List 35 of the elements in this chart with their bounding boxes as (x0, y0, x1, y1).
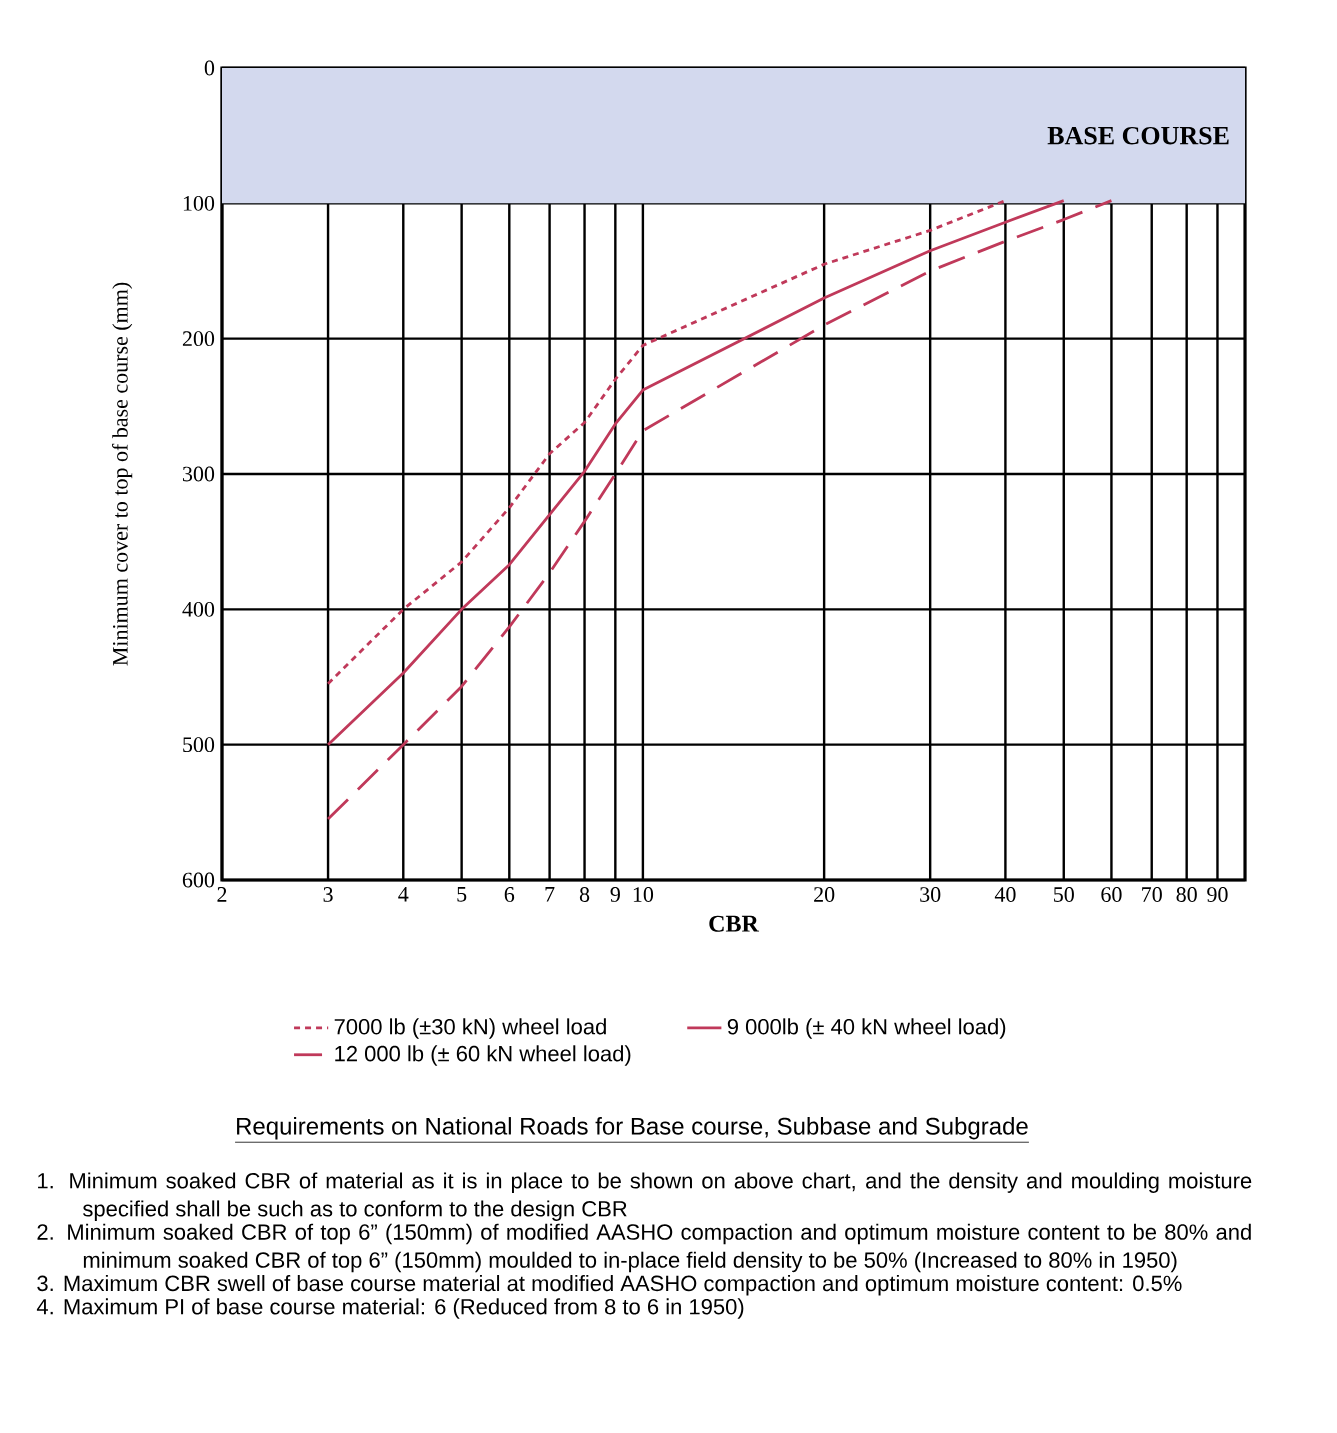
x-tick-label: 70 (1142, 887, 1162, 902)
text: 2. Minimum soaked CBR of top 6” (150mm) of modified AASHO compaction and optimum moisture content to be 80% and minimum soaked CBR of top 6” (150mm) moulded to in-place field density to be 50% (Increased to 80% in 1950) (37, 1223, 1251, 1273)
x-tick-label: 80 (1176, 887, 1197, 902)
band-label: BASE COURSE (1047, 126, 1229, 145)
y-tick-label: 0 (204, 60, 215, 76)
text: 4. Maximum PI of base course material: 6 (Reduced from 8 to 6 in 1950) (36, 1298, 744, 1319)
x-tick-label: 7 (545, 887, 555, 902)
x-tick-label: 2 (217, 887, 227, 902)
x-tick-label: 30 (920, 887, 941, 902)
text: Requirements on National Roads for Base course, Subbase and Subgrade (237, 1117, 1028, 1140)
x-axis-title: CBR (709, 915, 760, 932)
legend-label: 7000 lb (±30 kN) wheel load (334, 1018, 606, 1039)
text: 1. Minimum soaked CBR of material as it is in place to be shown on above chart, and the density and moulding moisture specified shall be such as to conform to the design CBR (38, 1172, 1252, 1221)
legend-label: 9 000lb (± 40 kN wheel load) (727, 1018, 1006, 1039)
y-tick-label: 200 (182, 331, 215, 347)
text: 3. Maximum CBR swell of base course material at modified AASHO compaction and optimum moisture content: 0.5% (37, 1275, 1182, 1296)
y-axis-title: Minimum cover to top of base course (mm) (112, 282, 133, 666)
x-tick-label: 20 (814, 887, 835, 902)
x-tick-label: 60 (1101, 887, 1122, 902)
y-tick-label: 600 (182, 872, 215, 888)
x-tick-label: 3 (323, 887, 333, 902)
x-tick-label: 50 (1054, 887, 1074, 902)
y-tick-label: 400 (182, 601, 215, 617)
legend-label: 12 000 lb (± 60 kN wheel load) (335, 1045, 631, 1066)
x-tick-label: 90 (1207, 887, 1228, 902)
x-tick-label: 10 (633, 887, 654, 902)
x-tick-label: 9 (610, 887, 620, 902)
y-tick-label: 100 (183, 195, 215, 211)
y-tick-label: 300 (183, 466, 215, 482)
x-tick-label: 5 (457, 887, 467, 902)
x-tick-label: 40 (994, 887, 1016, 902)
x-tick-label: 4 (398, 887, 409, 902)
x-tick-label: 8 (579, 887, 590, 902)
y-tick-label: 500 (183, 737, 215, 753)
x-tick-label: 6 (504, 887, 515, 902)
